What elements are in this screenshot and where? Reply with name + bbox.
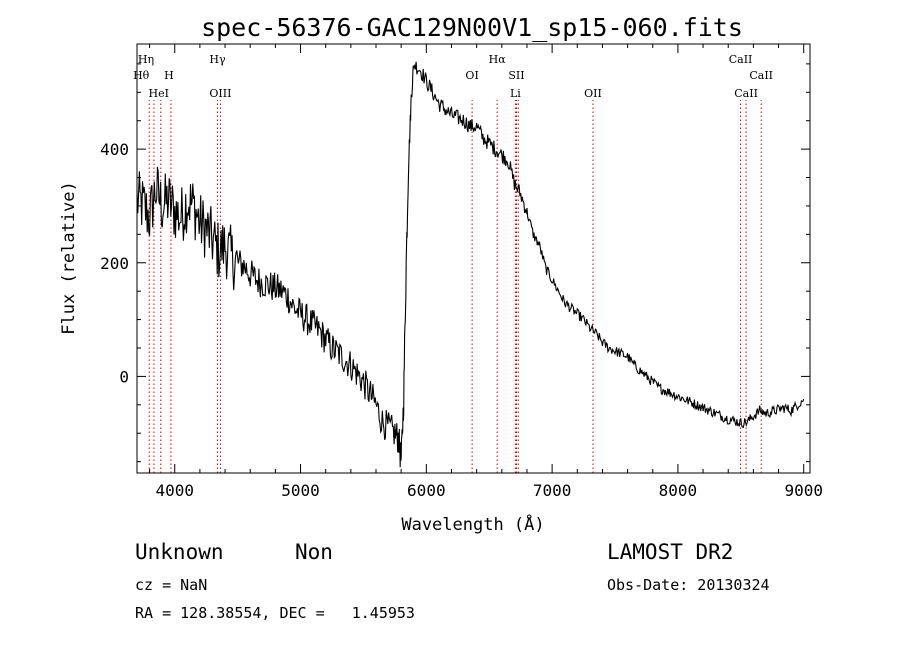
plot-frame [136,43,811,474]
x-tick-label: 7000 [533,481,572,500]
line-label-10: Li [510,87,521,100]
coordinates-label: RA = 128.38554, DEC = 1.45953 [135,604,415,622]
x-tick-label: 6000 [407,481,446,500]
emission-lines: Hη Hθ H HeI Hγ OIII Hα OI SII Li OII CaII CaII CaII [133,53,773,473]
x-tick-label: 9000 [784,481,823,500]
line-label-1: Hθ [133,69,150,82]
line-label-13: CaII [749,69,773,82]
spectrum-line [136,61,805,468]
y-axis-label: Flux (relative) [59,181,79,335]
subclass-label: Non [295,540,333,564]
y-tick-label: 400 [100,140,129,159]
axis-ticks: 4000 5000 6000 7000 8000 9000 0 200 400 [100,44,823,500]
chart-title: spec-56376-GAC129N00V1_sp15-060.fits [201,13,743,42]
line-label-6: Hα [489,53,507,66]
line-label-8: SII [508,69,524,82]
line-label-3: HeI [149,87,169,100]
x-tick-label: 8000 [659,481,698,500]
line-label-0: Hη [138,53,154,66]
spectrum-chart: spec-56376-GAC129N00V1_sp15-060.fits HηH… [59,13,823,535]
y-tick-label: 0 [119,367,129,386]
line-label-11: OII [584,87,602,100]
x-tick-label: 5000 [281,481,320,500]
survey-label: LAMOST DR2 [607,540,734,564]
x-axis-label: Wavelength (Å) [401,513,544,535]
line-label-4: Hγ [209,53,226,66]
x-tick-label: 4000 [155,481,194,500]
line-label-7: OI [465,69,478,82]
redshift-label: cz = NaN [135,576,208,594]
line-label-12: CaII [729,53,753,66]
line-label-5: OIII [209,87,231,100]
obs-date-label: Obs-Date: 20130324 [607,576,770,594]
line-label-2: H [164,69,174,82]
class-label: Unknown [135,540,224,564]
line-label-14: CaII [734,87,758,100]
y-tick-label: 200 [100,254,129,273]
